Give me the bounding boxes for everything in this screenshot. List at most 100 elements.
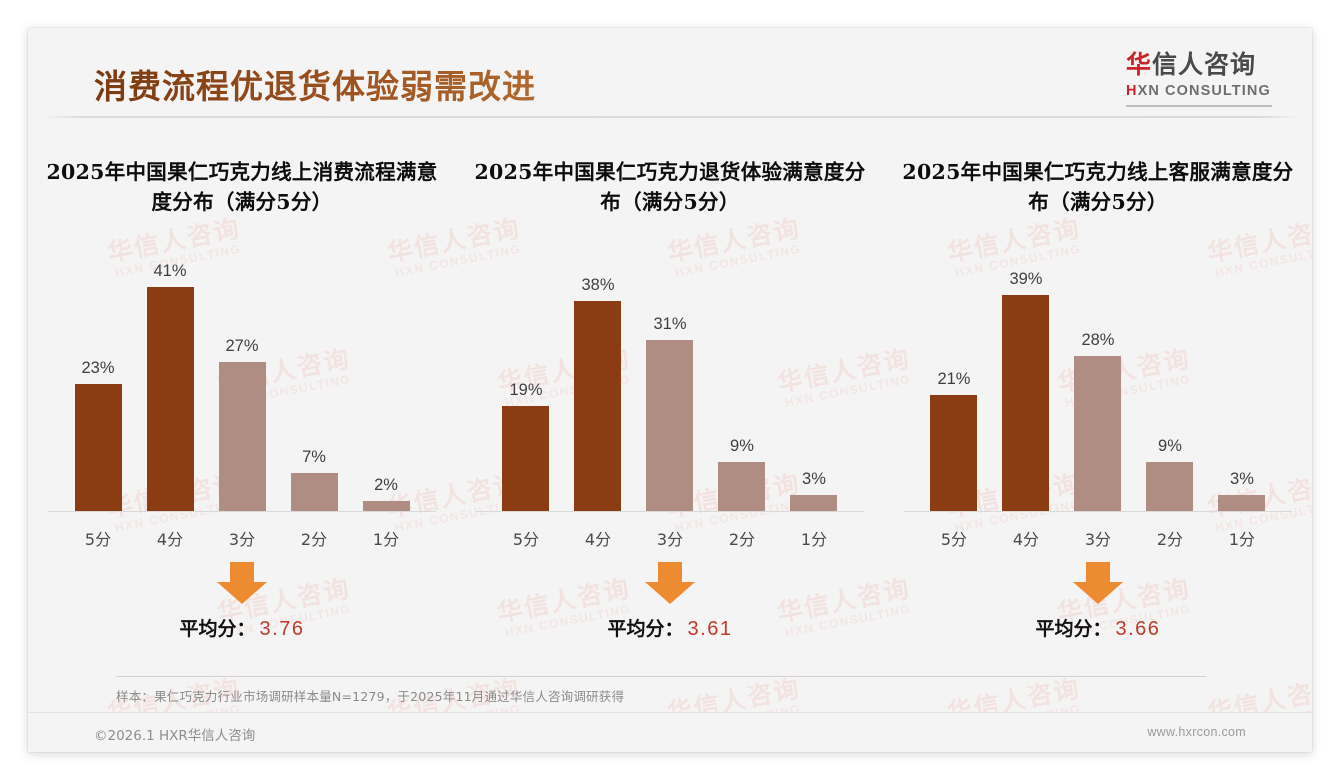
logo-underline (1126, 104, 1272, 107)
bar[interactable] (1218, 495, 1266, 512)
x-axis-tick-label: 5分 (940, 530, 968, 549)
bar-slot: 31% (634, 262, 706, 512)
chart-title: 2025年中国果仁巧克力线上消费流程满意度分布（满分5分） (46, 160, 438, 214)
bar-value-label: 3% (802, 470, 826, 489)
bar-slot: 3% (778, 262, 850, 512)
bar-slot: 2% (350, 262, 422, 512)
logo-english-text: HXN CONSULTING (1126, 84, 1272, 99)
arrow-wrap (468, 560, 872, 606)
bar-value-label: 23% (81, 359, 115, 378)
down-arrow-icon (1072, 562, 1123, 604)
slide-header: 消费流程优退货体验弱需改进 华信人咨询 HXN CONSULTING (28, 28, 1312, 120)
x-axis-tick-label: 2分 (300, 530, 328, 549)
bar-slot: 23% (62, 262, 134, 512)
bar-slot: 28% (1062, 262, 1134, 512)
bar-value-label: 28% (1081, 331, 1115, 350)
bar[interactable] (718, 462, 766, 512)
x-axis-tick-label: 4分 (584, 530, 612, 549)
x-axis-tick-label: 5分 (512, 530, 540, 549)
down-arrow-icon (644, 562, 695, 604)
bar[interactable] (146, 287, 194, 512)
logo-cn-rest: 信人咨询 (1152, 50, 1257, 79)
bar-value-label: 21% (937, 370, 971, 389)
x-axis-tick-label: 3分 (1084, 530, 1112, 549)
bar-value-label: 2% (374, 475, 398, 494)
bar-group: 21% 39% 28% 9% 3% (918, 262, 1278, 512)
bar-group: 19% 38% 31% 9% 3% (490, 262, 850, 512)
bar-slot: 39% (990, 262, 1062, 512)
chart-panel-3: 2025年中国果仁巧克力线上客服满意度分布（满分5分） 21% 39% 28% 9% 3%… (884, 158, 1312, 641)
bar[interactable] (930, 395, 978, 512)
charts-container: 2025年中国果仁巧克力线上消费流程满意度分布（满分5分） 23% 41% 27% 7%… (28, 158, 1312, 641)
bar[interactable] (218, 362, 266, 512)
average-score-label: 平均分： (607, 618, 684, 640)
footnote-divider (116, 676, 1206, 677)
x-axis-tick-label: 2分 (1156, 530, 1184, 549)
logo-cn-red: 华 (1126, 50, 1153, 79)
company-logo: 华信人咨询 HXN CONSULTING (1126, 52, 1272, 107)
bar-slot: 27% (206, 262, 278, 512)
bar-value-label: 31% (653, 314, 687, 333)
slide-canvas: 华信人咨询 HXN CONSULTING 华信人咨询 HXN CONSULTING 华信… (28, 28, 1312, 752)
bar-value-label: 27% (225, 337, 259, 355)
bar[interactable] (1074, 356, 1122, 512)
bar[interactable] (502, 406, 550, 512)
bar-value-label: 39% (1009, 270, 1043, 289)
logo-chinese-text: 华信人咨询 (1126, 52, 1272, 77)
footer-website[interactable]: www.hxrcon.com (1147, 725, 1246, 739)
chart-plot-area: 19% 38% 31% 9% 3% 5分 4分 3分 2分 1分 (468, 248, 872, 558)
x-axis-tick-label: 2分 (728, 530, 756, 549)
slide-footer: ©2026.1 HXR华信人咨询 www.hxrcon.com (28, 712, 1312, 752)
bar-slot: 19% (490, 262, 562, 512)
logo-en-red: H (1126, 83, 1138, 99)
x-axis-tick-label: 5分 (84, 530, 112, 549)
bar[interactable] (74, 384, 122, 512)
arrow-wrap (40, 560, 444, 606)
logo-en-rest: XN CONSULTING (1137, 83, 1271, 99)
bar[interactable] (1146, 462, 1194, 512)
bar[interactable] (1002, 295, 1050, 512)
average-score: 平均分： 3.66 (896, 614, 1300, 641)
average-score-value: 3.66 (1115, 618, 1161, 640)
bar-slot: 41% (134, 262, 206, 512)
down-arrow-icon (216, 562, 267, 604)
bar-group: 23% 41% 27% 7% 2% (62, 262, 422, 512)
footnote: 样本：果仁巧克力行业市场调研样本量N=1279，于2025年11月通过华信人咨询… (116, 676, 1216, 705)
footnote-text: 样本：果仁巧克力行业市场调研样本量N=1279，于2025年11月通过华信人咨询… (116, 689, 625, 704)
average-score-value: 3.61 (687, 618, 733, 640)
bar-slot: 9% (706, 262, 778, 512)
bar-slot: 21% (918, 262, 990, 512)
bar[interactable] (574, 300, 622, 512)
page-title: 消费流程优退货体验弱需改进 (94, 60, 536, 108)
bar-slot: 38% (562, 262, 634, 512)
chart-plot-area: 21% 39% 28% 9% 3% 5分 4分 3分 2分 1分 (896, 248, 1300, 558)
x-axis-tick-label: 4分 (156, 530, 184, 549)
chart-title: 2025年中国果仁巧克力退货体验满意度分布（满分5分） (474, 160, 866, 214)
chart-plot-area: 23% 41% 27% 7% 2% 5分 4分 3分 2分 1分 (40, 248, 444, 558)
x-axis-line (48, 511, 436, 512)
footer-copyright: ©2026.1 HXR华信人咨询 (94, 728, 256, 744)
header-divider (42, 116, 1298, 118)
x-axis-line (903, 511, 1292, 512)
bar-value-label: 7% (302, 448, 326, 467)
x-axis-labels: 5分 4分 3分 2分 1分 (62, 526, 422, 550)
bar[interactable] (790, 495, 838, 512)
arrow-wrap (896, 560, 1300, 606)
bar-slot: 7% (278, 262, 350, 512)
average-score-label: 平均分： (1035, 618, 1112, 640)
bar[interactable] (362, 500, 410, 512)
bar-value-label: 38% (581, 275, 615, 294)
bar-value-label: 9% (1158, 437, 1182, 455)
x-axis-line (475, 511, 864, 512)
x-axis-tick-label: 1分 (800, 530, 828, 549)
bar-slot: 3% (1206, 262, 1278, 512)
bar[interactable] (646, 339, 694, 512)
average-score-value: 3.76 (259, 618, 305, 640)
bar-value-label: 41% (153, 262, 187, 280)
average-score: 平均分： 3.61 (468, 614, 872, 641)
chart-title: 2025年中国果仁巧克力线上客服满意度分布（满分5分） (902, 160, 1294, 214)
bar[interactable] (290, 473, 338, 512)
bar-value-label: 9% (730, 437, 754, 455)
average-score: 平均分： 3.76 (40, 614, 444, 641)
bar-value-label: 19% (509, 381, 543, 400)
